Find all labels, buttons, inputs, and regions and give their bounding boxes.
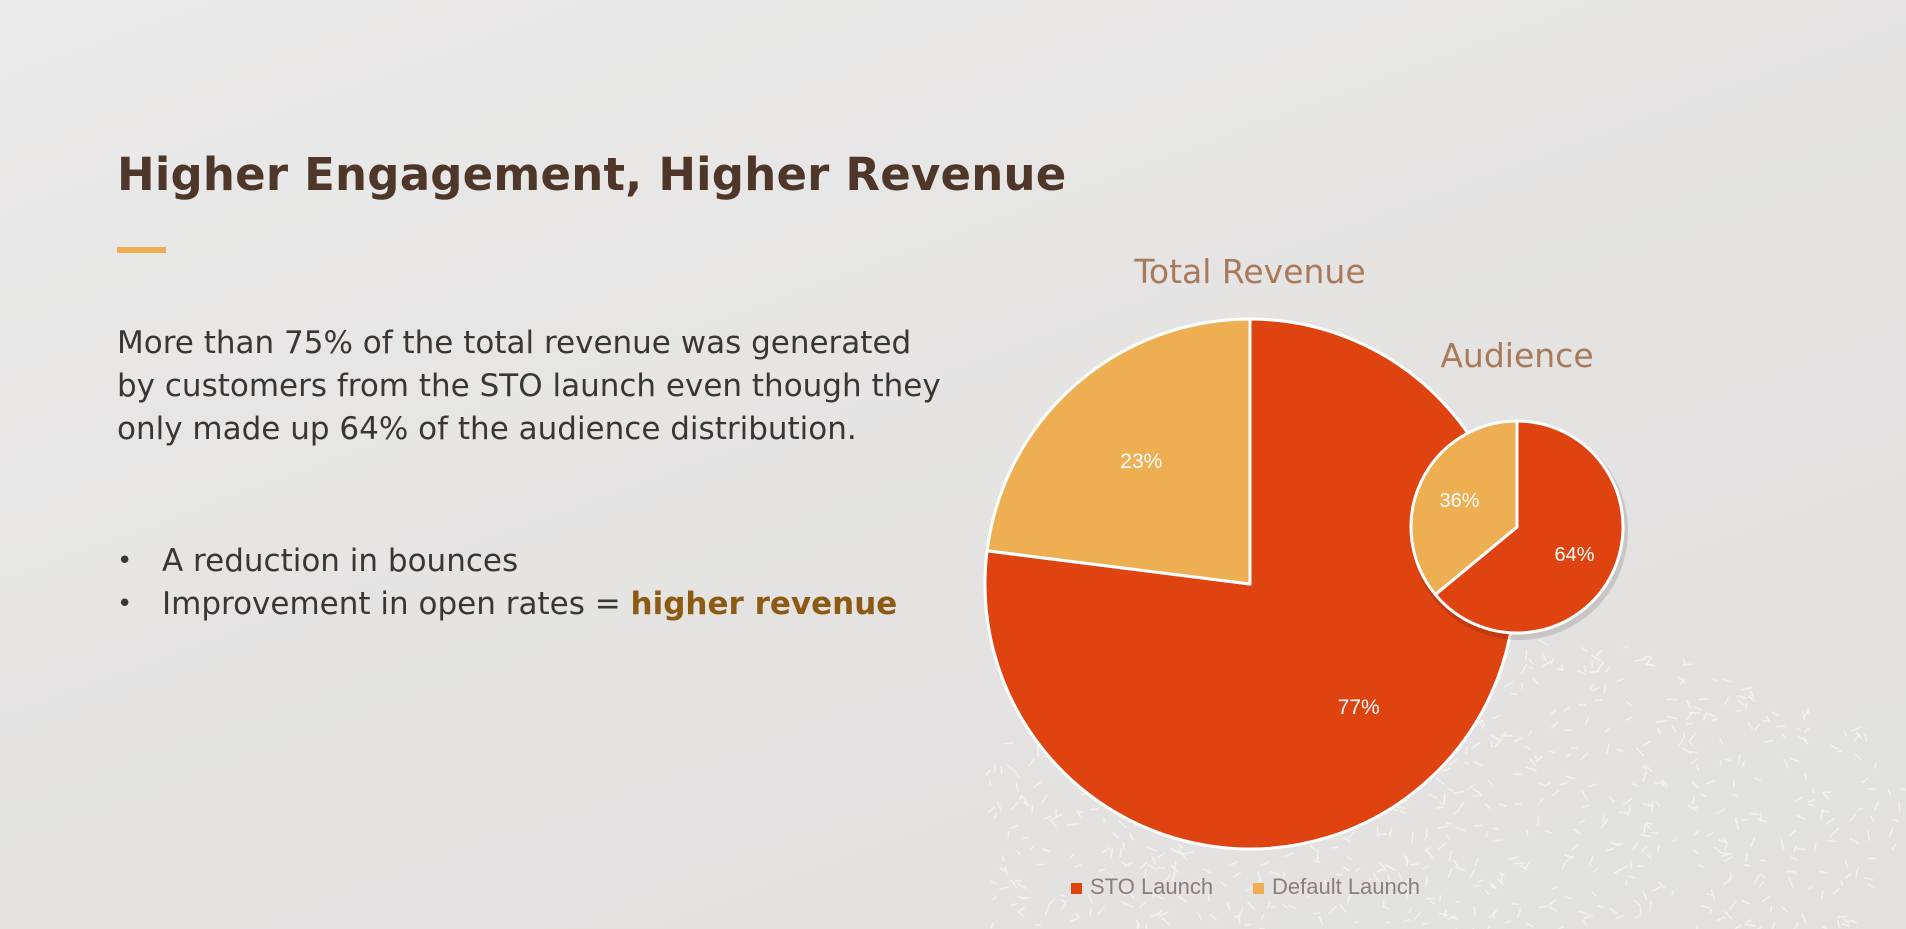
bullet-icon: •	[117, 546, 133, 576]
bullet-list: • A reduction in bounces • Improvement i…	[117, 540, 1017, 626]
pie-slice-sto-launch	[1433, 419, 1625, 635]
bullet-icon: •	[117, 589, 133, 619]
pie-slice-default-launch	[985, 317, 1252, 586]
pie-data-label: 23%	[1120, 450, 1162, 473]
slide-title: Higher Engagement, Higher Revenue	[117, 148, 1067, 201]
pie-slice-default-launch	[1409, 419, 1519, 597]
bullet-item: • Improvement in open rates = higher rev…	[117, 583, 1017, 626]
legend-swatch	[1253, 883, 1264, 894]
bullet-item: • A reduction in bounces	[117, 540, 1017, 583]
chart-legend: STO Launch Default Launch	[1071, 874, 1420, 899]
pie-data-label: 64%	[1554, 544, 1594, 566]
title-accent-bar	[117, 247, 166, 253]
legend-swatch	[1071, 883, 1082, 894]
legend-label: STO Launch	[1090, 874, 1213, 899]
pie-chart-audience: 64% 36% Audience	[1409, 336, 1628, 640]
bullet-text: A reduction in bounces	[162, 543, 519, 579]
chart-title-audience: Audience	[1440, 336, 1593, 375]
bullet-highlight: higher revenue	[630, 586, 898, 622]
pie-data-label: 77%	[1338, 696, 1380, 719]
bullet-text: Improvement in open rates =	[162, 586, 631, 622]
legend-label: Default Launch	[1272, 874, 1420, 899]
body-paragraph: More than 75% of the total revenue was g…	[117, 325, 941, 447]
pie-data-label: 36%	[1439, 490, 1479, 512]
pie-chart-total-revenue: 77% 23% Total Revenue	[983, 252, 1517, 851]
chart-title-total-revenue: Total Revenue	[1133, 252, 1365, 291]
